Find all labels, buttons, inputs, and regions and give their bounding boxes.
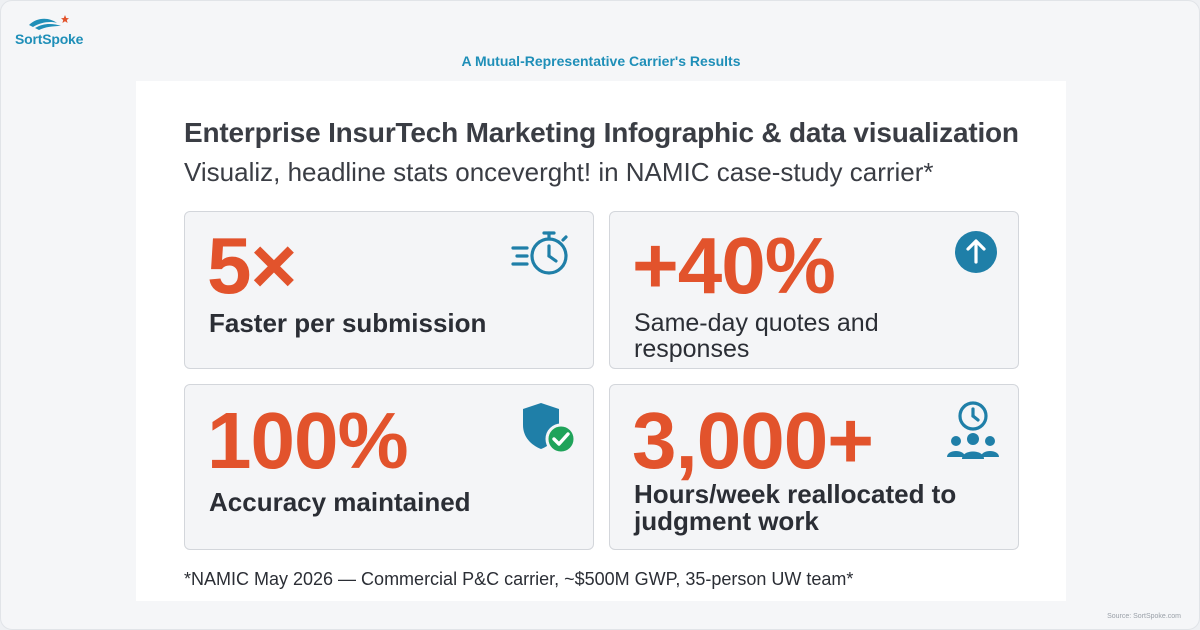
stopwatch-speed-icon (511, 231, 568, 275)
clock-team-icon (947, 401, 999, 459)
stat-card-speed: 5× Faster per submission (184, 211, 594, 369)
stat-value: 5× (207, 221, 297, 310)
stat-label: Hours/week reallocated to judgment work (634, 479, 957, 537)
stat-value: 100% (207, 396, 409, 485)
shield-check-icon (523, 403, 577, 455)
arrow-up-circle-icon (955, 231, 997, 273)
sortspoke-logo[interactable]: SortSpoke (15, 13, 95, 49)
stat-label: Accuracy maintained (209, 487, 471, 517)
infographic-card: Enterprise InsurTech Marketing Infograph… (136, 81, 1066, 601)
stat-card-quotes: +40% Same-day quotes and responses (609, 211, 1019, 369)
footnote: *NAMIC May 2026 — Commercial P&C carrier… (184, 569, 854, 589)
wave-star-logo-icon (29, 15, 69, 30)
header-title: A Mutual-Representative Carrier's Result… (461, 53, 741, 69)
stat-value: 3,000+ (632, 396, 874, 485)
infographic-title: Enterprise InsurTech Marketing Infograph… (184, 117, 1019, 148)
stat-card-hours: 3,000+ Hours/week reallocated to judgmen… (609, 384, 1019, 550)
stat-label: Faster per submission (209, 308, 487, 338)
logo-wordmark: SortSpoke (15, 31, 84, 47)
stat-label: Same-day quotes and responses (634, 309, 879, 364)
stat-value: +40% (632, 221, 836, 310)
stat-card-accuracy: 100% Accuracy maintained (184, 384, 594, 550)
infographic-subtitle: Visualiz, headline stats onceverght! in … (184, 157, 934, 187)
source-credit: Source: SortSpoke.com (1107, 613, 1181, 620)
